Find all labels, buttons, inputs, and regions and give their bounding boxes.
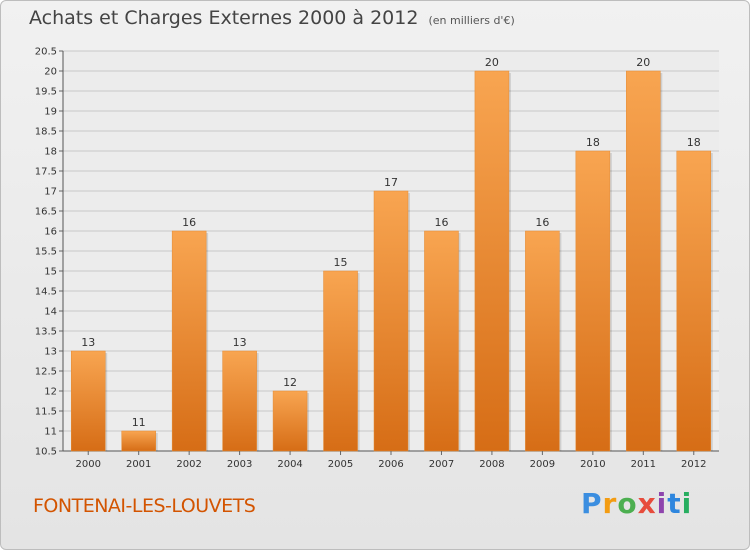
bar-value-label: 20 (485, 56, 499, 69)
bar-value-label: 13 (233, 336, 247, 349)
y-tick-label: 16 (44, 227, 57, 238)
bar (323, 270, 358, 452)
bar (121, 430, 156, 452)
y-tick-label: 18.5 (35, 127, 57, 138)
y-tick-label: 11 (44, 427, 57, 438)
y-tick-label: 15.5 (35, 247, 57, 258)
bar-value-label: 20 (636, 56, 650, 69)
bar (424, 230, 459, 452)
bar (272, 390, 308, 452)
y-tick-label: 14 (44, 307, 57, 318)
x-tick-label: 2000 (76, 459, 101, 470)
bar (171, 230, 207, 452)
bar-value-label: 11 (132, 416, 146, 429)
y-tick-label: 18 (44, 147, 57, 158)
bar (525, 230, 560, 452)
y-tick-label: 19 (44, 107, 57, 118)
bar-value-label: 18 (687, 136, 701, 149)
y-tick-label: 14.5 (35, 287, 57, 298)
x-tick-label: 2008 (479, 459, 504, 470)
bar-value-label: 16 (182, 216, 196, 229)
bar-value-label: 18 (586, 136, 600, 149)
x-tick-label: 2006 (378, 459, 403, 470)
y-tick-label: 12.5 (35, 367, 57, 378)
bar-value-label: 17 (384, 176, 398, 189)
bar (474, 70, 510, 452)
bar (626, 70, 661, 452)
x-tick-label: 2007 (429, 459, 454, 470)
chart-title: Achats et Charges Externes 2000 à 2012 (e… (29, 7, 515, 29)
x-tick-label: 2003 (227, 459, 252, 470)
bar (676, 150, 712, 452)
bar-value-label: 16 (434, 216, 448, 229)
y-tick-label: 12 (44, 387, 57, 398)
y-tick-label: 11.5 (35, 407, 57, 418)
x-tick-label: 2001 (126, 459, 151, 470)
y-tick-label: 16.5 (35, 207, 57, 218)
bar (222, 350, 257, 452)
bar (70, 350, 106, 452)
y-tick-label: 20 (44, 67, 57, 78)
bar-value-label: 16 (535, 216, 549, 229)
proxiti-logo: Proxiti (581, 487, 693, 520)
bar-value-label: 12 (283, 376, 297, 389)
x-tick-label: 2012 (681, 459, 706, 470)
y-tick-label: 19.5 (35, 87, 57, 98)
x-tick-label: 2005 (328, 459, 353, 470)
x-tick-label: 2011 (631, 459, 656, 470)
x-tick-label: 2010 (580, 459, 605, 470)
y-tick-label: 13.5 (35, 327, 57, 338)
x-tick-label: 2009 (530, 459, 555, 470)
y-tick-label: 13 (44, 347, 57, 358)
x-tick-label: 2002 (176, 459, 201, 470)
bar-value-label: 13 (81, 336, 95, 349)
chart-subtitle: (en milliers d'€) (428, 14, 515, 27)
y-tick-label: 17.5 (35, 167, 57, 178)
y-tick-label: 17 (44, 187, 57, 198)
y-tick-label: 20.5 (35, 47, 57, 58)
city-name: FONTENAI-LES-LOUVETS (33, 495, 256, 517)
bar (575, 150, 611, 452)
y-tick-label: 15 (44, 267, 57, 278)
bar-value-label: 15 (334, 256, 348, 269)
y-tick-label: 10.5 (35, 447, 57, 458)
x-tick-label: 2004 (277, 459, 302, 470)
title-text: Achats et Charges Externes 2000 à 2012 (29, 7, 419, 29)
bar (373, 190, 409, 452)
